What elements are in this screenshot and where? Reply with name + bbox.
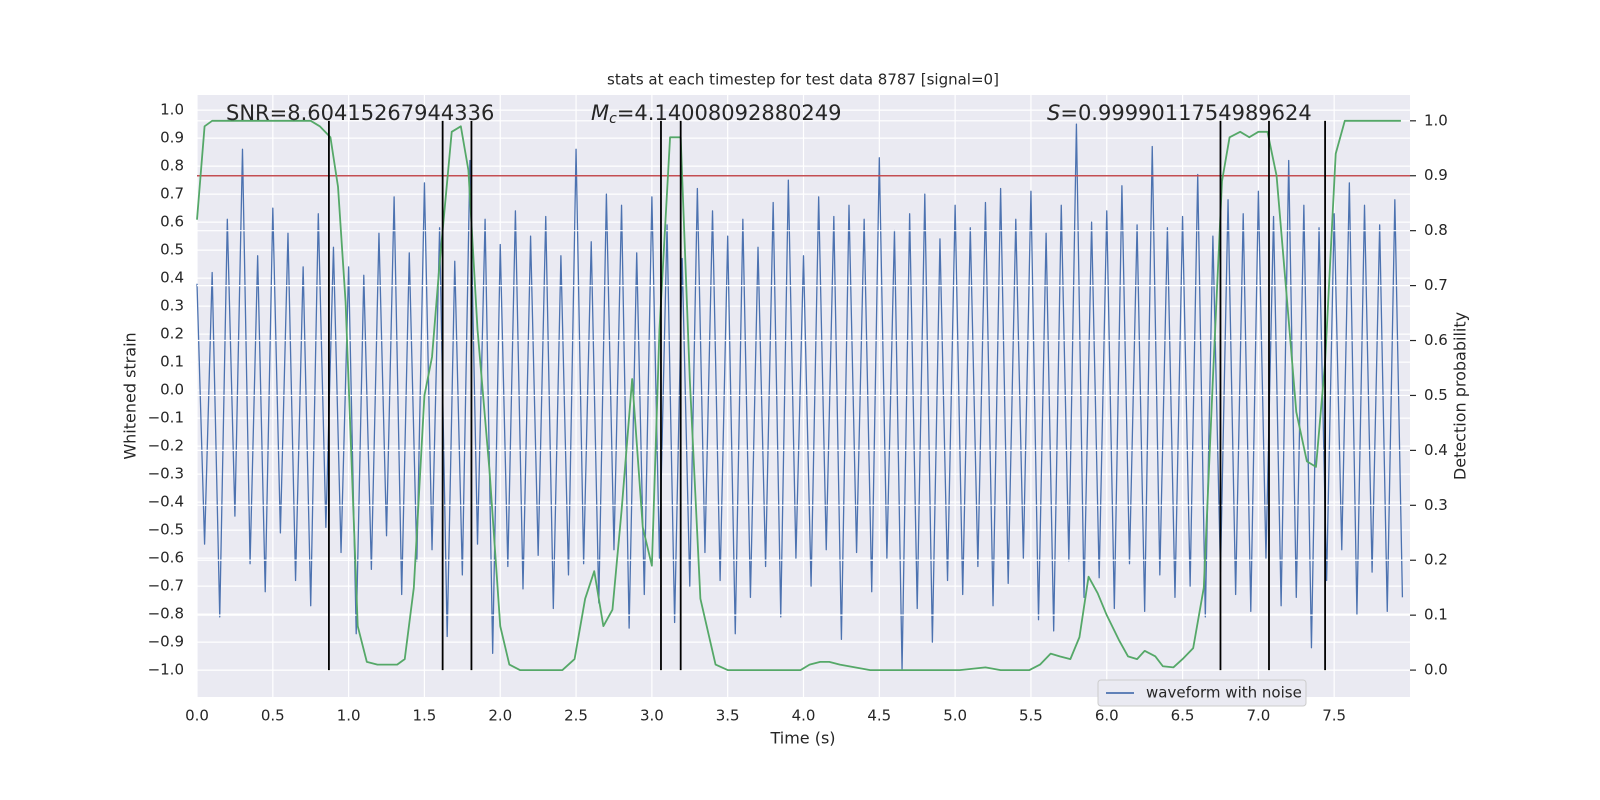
y2-tick-label: 0.9 <box>1424 166 1448 184</box>
y-tick-label: −0.4 <box>148 493 184 511</box>
chart-title: stats at each timestep for test data 878… <box>607 71 999 89</box>
y-tick-label: 0.7 <box>160 185 184 203</box>
series-line <box>196 119 1401 671</box>
y-tick-label: 0.1 <box>160 353 184 371</box>
x-tick-label: 5.5 <box>1019 707 1043 725</box>
y-tick-label: −0.8 <box>148 605 184 623</box>
y-tick-label: 0.4 <box>160 269 184 287</box>
overlay-layer <box>196 119 1410 671</box>
x-tick-label: 0.5 <box>261 707 285 725</box>
y-tick-label: 0.6 <box>160 213 184 231</box>
x-tick-label: 1.5 <box>413 707 437 725</box>
x-tick-label: 7.0 <box>1246 707 1270 725</box>
x-tick-label: 3.5 <box>716 707 740 725</box>
y2-tick-label: 0.1 <box>1424 606 1448 624</box>
annotation-text: =4.14008092880249 <box>617 101 842 125</box>
y2-tick-label: 1.0 <box>1424 111 1448 129</box>
x-tick-label: 2.0 <box>488 707 512 725</box>
y2-tick-label: 0.4 <box>1424 441 1448 459</box>
y-axis-label: Whitened strain <box>121 332 140 459</box>
y-tick-label: −0.6 <box>148 549 184 567</box>
y2-tick-label: 0.5 <box>1424 386 1448 404</box>
annotation-text: SNR=8.60415267944336 <box>226 101 494 125</box>
y-tick-label: −0.9 <box>148 633 184 651</box>
annotation-text: =0.9999011754989624 <box>1060 101 1311 125</box>
y-tick-label: −0.3 <box>148 465 184 483</box>
y2-tick-label: 0.6 <box>1424 331 1448 349</box>
y-tick-label: −0.5 <box>148 521 184 539</box>
y2-tick-label: 0.2 <box>1424 551 1448 569</box>
y-tick-label: −0.2 <box>148 437 184 455</box>
y2-axis-label: Detection probability <box>1451 312 1470 480</box>
x-tick-label: 2.5 <box>564 707 588 725</box>
x-tick-label: 5.0 <box>943 707 967 725</box>
annotation-symbol: S <box>1047 101 1060 125</box>
annotation-subscript: c <box>609 111 617 127</box>
y2-tick-label: 0.0 <box>1424 661 1448 679</box>
y-tick-label: 0.8 <box>160 157 184 175</box>
y-tick-label: 0.0 <box>160 381 184 399</box>
y-tick-label: −1.0 <box>148 661 184 679</box>
y-tick-label: 0.3 <box>160 297 184 315</box>
x-tick-label: 1.0 <box>337 707 361 725</box>
y-tick-label: 1.0 <box>160 101 184 119</box>
legend-label: waveform with noise <box>1146 684 1302 702</box>
x-tick-label: 4.5 <box>867 707 891 725</box>
x-axis-label: Time (s) <box>769 729 835 748</box>
x-tick-label: 4.0 <box>792 707 816 725</box>
y2-tick-label: 0.7 <box>1424 276 1448 294</box>
y2-tick-label: 0.8 <box>1424 221 1448 239</box>
y-tick-label: −0.7 <box>148 577 184 595</box>
legend: waveform with noise <box>1097 679 1307 707</box>
x-tick-label: 0.0 <box>185 707 209 725</box>
labels: 0.0 0.5 1.0 1.5 2.0 2.5 3.0 3.5 4.0 4.5 5.0 5.5 6.0 6… <box>148 101 1448 725</box>
y-tick-label: −0.1 <box>148 409 184 427</box>
y-tick-label: 0.2 <box>160 325 184 343</box>
annotation: Mc=4.14008092880249 <box>591 101 842 127</box>
annotation-symbol: M <box>591 101 609 125</box>
annotation: S=0.9999011754989624 <box>1047 101 1312 125</box>
x-tick-label: 6.5 <box>1171 707 1195 725</box>
annotation: SNR=8.60415267944336 <box>226 101 494 125</box>
x-tick-label: 7.5 <box>1322 707 1346 725</box>
y-tick-label: 0.5 <box>160 241 184 259</box>
y2-tick-label: 0.3 <box>1424 496 1448 514</box>
legend-box <box>1097 679 1307 707</box>
x-tick-label: 3.0 <box>640 707 664 725</box>
x-tick-label: 6.0 <box>1095 707 1119 725</box>
y-tick-label: 0.9 <box>160 129 184 147</box>
